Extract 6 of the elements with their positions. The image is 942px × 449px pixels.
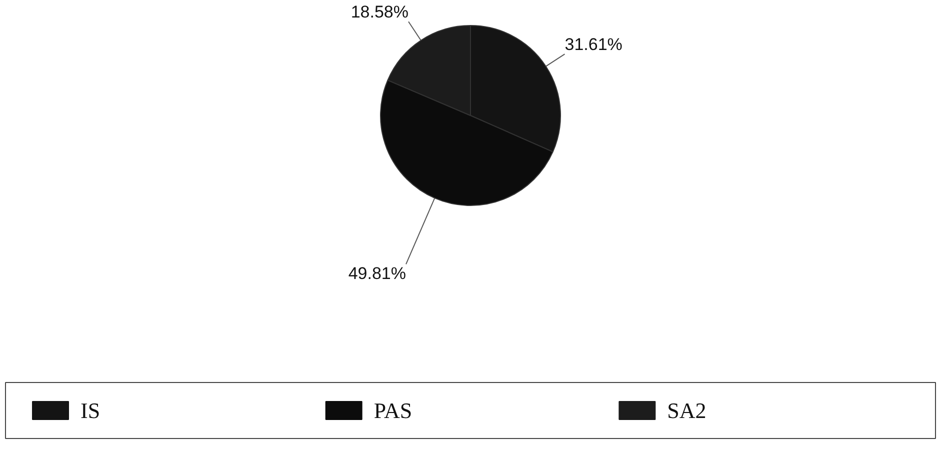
legend-label: PAS (374, 398, 412, 423)
legend-label: IS (80, 398, 100, 423)
data-label: 49.81% (348, 264, 406, 284)
data-label: 18.58% (350, 2, 409, 22)
legend-label: SA2 (667, 398, 706, 423)
data-label: 31.61% (564, 35, 622, 54)
